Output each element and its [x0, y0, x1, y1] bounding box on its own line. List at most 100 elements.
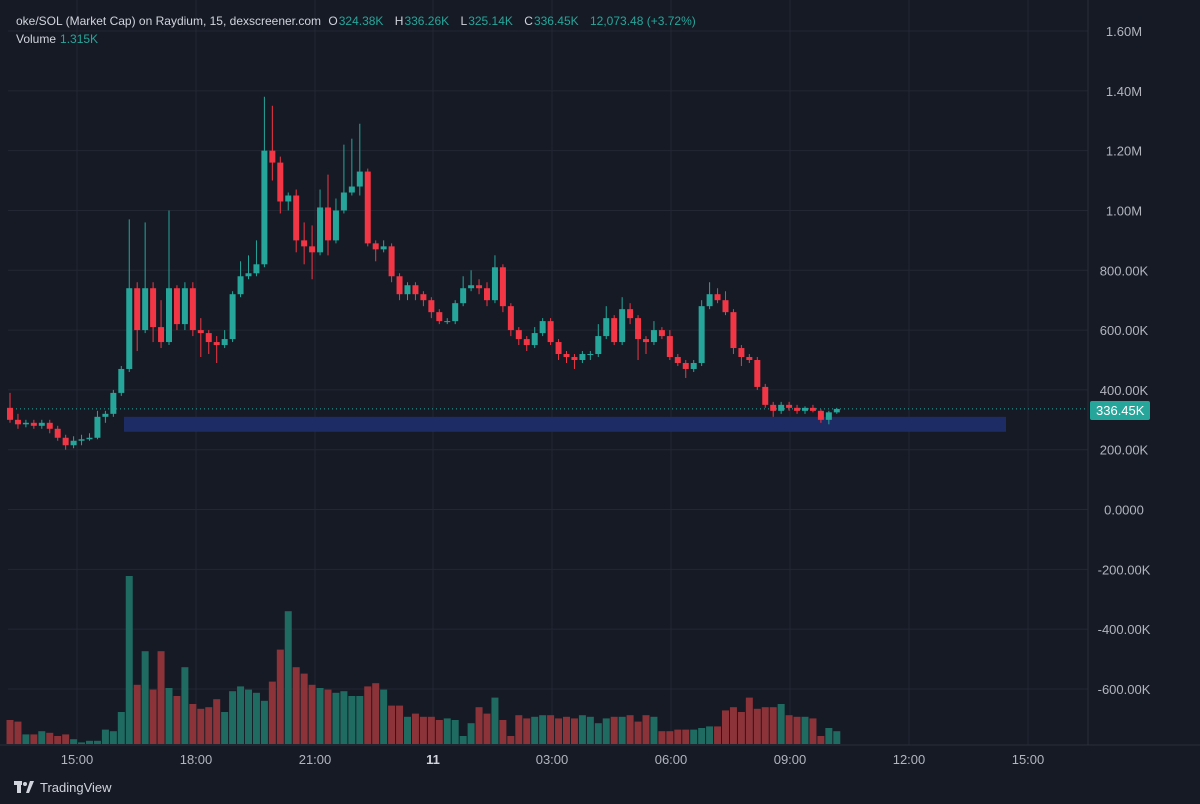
volume-bar	[149, 689, 157, 744]
candle-body	[197, 330, 204, 334]
volume-bar	[817, 736, 825, 744]
volume-bar	[237, 686, 245, 744]
price-axis[interactable]: 1.60M 1.40M 1.20M 1.00M 800.00K 600.00K 400.00…	[1098, 24, 1151, 697]
candle-body	[499, 267, 506, 307]
volume-bar	[690, 729, 698, 744]
candle-body	[245, 273, 252, 277]
candle-body	[396, 276, 403, 295]
candle-body	[523, 339, 530, 346]
volume-bar	[459, 736, 467, 744]
volume-bar	[745, 697, 753, 744]
volume-bar	[594, 723, 602, 744]
candle-body	[118, 368, 125, 393]
candle-body	[468, 285, 475, 289]
candle-body	[507, 306, 514, 331]
candle-body	[364, 171, 371, 244]
volume-bar	[30, 734, 38, 744]
candle-body	[380, 246, 387, 250]
time-axis[interactable]: 15:00 18:00 21:00 11 03:00 06:00 09:00 12:00 15:…	[61, 752, 1045, 767]
volume-bar	[364, 686, 372, 744]
volume-bar	[78, 742, 86, 744]
volume-bar	[165, 688, 173, 744]
volume-bar	[141, 651, 149, 744]
candle-body	[173, 288, 180, 325]
volume-bar	[14, 721, 22, 744]
high-value: 336.26K	[404, 14, 450, 28]
volume-bar	[229, 691, 237, 744]
volume-bar	[658, 731, 666, 744]
volume-bar	[507, 736, 515, 744]
volume-value: 1.315K	[60, 32, 99, 46]
brand-name: TradingView	[40, 780, 112, 795]
candle-body	[317, 207, 324, 253]
x-tick-label: 12:00	[893, 752, 926, 767]
candle-body	[229, 294, 236, 340]
volume-bar	[133, 684, 141, 744]
volume-bar	[22, 734, 30, 744]
candle-body	[309, 246, 316, 253]
candle-body	[746, 357, 753, 360]
volume-bar	[419, 716, 427, 744]
volume-bar	[252, 692, 260, 744]
candle-body	[650, 330, 657, 343]
candle-body	[627, 309, 634, 319]
volume-bar	[181, 667, 189, 744]
candle-body	[682, 362, 689, 369]
close-value: 336.45K	[533, 14, 579, 28]
candle-body	[611, 318, 618, 343]
candle-body	[94, 416, 101, 438]
candle-body	[269, 150, 276, 163]
candle-body	[571, 357, 578, 360]
chart-legend: oke/SOL (Market Cap) on Raydium, 15, dex…	[16, 14, 704, 28]
close-label: C	[524, 14, 533, 28]
volume-bar	[563, 716, 570, 744]
y-tick-label: -200.00K	[1098, 562, 1151, 577]
volume-bar	[491, 697, 499, 744]
volume-bar	[451, 720, 459, 744]
candle-body	[666, 336, 673, 358]
volume-bar	[380, 689, 388, 744]
y-tick-label: 600.00K	[1100, 323, 1149, 338]
candle-body	[563, 354, 570, 358]
candle-body	[531, 333, 538, 346]
candles	[7, 96, 840, 450]
tradingview-brand[interactable]: TradingView	[14, 780, 112, 795]
volume-bar	[324, 689, 332, 744]
volume-bar	[737, 712, 745, 744]
volume-bar	[388, 705, 396, 744]
candle-body	[690, 362, 697, 369]
y-tick-label: -600.00K	[1098, 682, 1151, 697]
volume-bar	[785, 715, 793, 744]
volume-bar	[825, 728, 833, 744]
candle-body	[46, 422, 53, 429]
candle-body	[484, 288, 490, 301]
candle-body	[388, 246, 395, 277]
candle-body	[412, 285, 419, 295]
volume-bar	[205, 707, 213, 744]
volume-bar	[38, 731, 46, 744]
volume-bar	[125, 576, 133, 744]
x-tick-label: 15:00	[1012, 752, 1045, 767]
x-tick-label: 15:00	[61, 752, 94, 767]
volume-bar	[93, 740, 101, 744]
candle-body	[293, 195, 300, 241]
volume-bar	[682, 729, 690, 744]
candle-body	[778, 404, 785, 411]
candle-body	[722, 300, 729, 313]
volume-bar	[539, 715, 547, 744]
candle-body	[515, 330, 522, 340]
volume-bar	[578, 715, 586, 744]
volume-bar	[706, 726, 714, 744]
volume-bar	[245, 689, 252, 744]
candle-body	[205, 333, 212, 343]
volume-bar	[602, 718, 610, 744]
volume-bar	[173, 696, 181, 744]
volume-bar	[189, 704, 197, 744]
y-tick-label: 200.00K	[1100, 443, 1149, 458]
candle-body	[539, 321, 546, 334]
volume-legend: Volume 1.315K	[16, 32, 98, 46]
volume-bar	[197, 708, 205, 744]
candle-body	[261, 150, 268, 265]
y-tick-label: 800.00K	[1100, 263, 1149, 278]
